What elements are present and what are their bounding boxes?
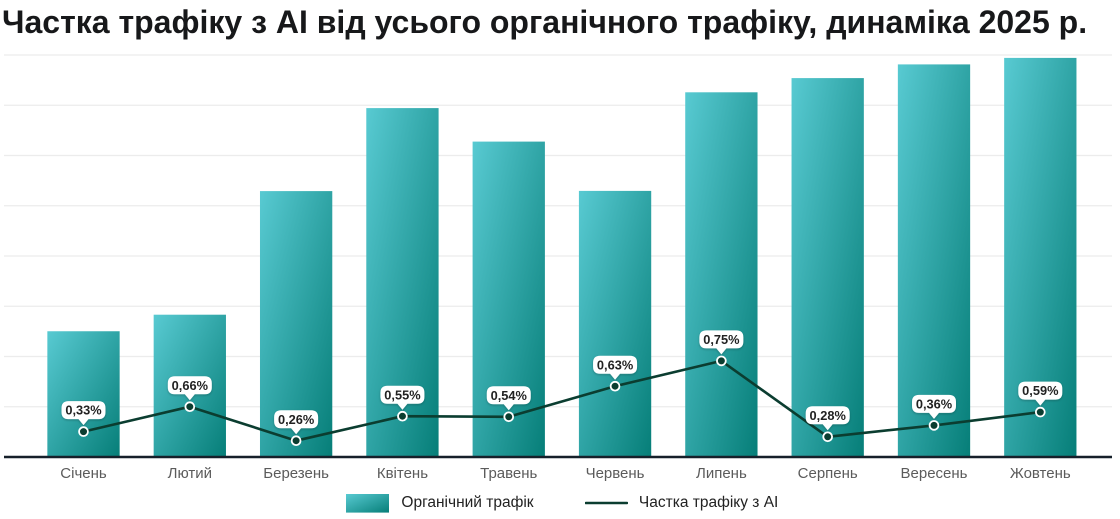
svg-text:Вересень: Вересень (901, 465, 968, 482)
svg-text:0,33%: 0,33% (65, 403, 102, 418)
svg-text:Березень: Березень (263, 465, 329, 482)
svg-text:Серпень: Серпень (798, 465, 858, 482)
svg-text:0,55%: 0,55% (384, 387, 421, 402)
svg-text:0,36%: 0,36% (916, 397, 953, 412)
svg-text:Червень: Червень (586, 465, 645, 482)
svg-text:Травень: Травень (480, 465, 537, 482)
svg-text:0,59%: 0,59% (1022, 383, 1059, 398)
svg-text:Квітень: Квітень (377, 465, 428, 482)
svg-text:0,28%: 0,28% (810, 408, 847, 423)
svg-text:Лютий: Лютий (168, 465, 212, 482)
svg-text:0,66%: 0,66% (172, 378, 209, 393)
svg-text:Жовтень: Жовтень (1010, 465, 1071, 482)
svg-text:0,54%: 0,54% (491, 388, 528, 403)
svg-text:0,63%: 0,63% (597, 357, 634, 372)
svg-text:Липень: Липень (696, 465, 747, 482)
svg-text:0,75%: 0,75% (703, 332, 740, 347)
svg-text:0,26%: 0,26% (278, 412, 315, 427)
svg-text:Січень: Січень (60, 465, 107, 482)
